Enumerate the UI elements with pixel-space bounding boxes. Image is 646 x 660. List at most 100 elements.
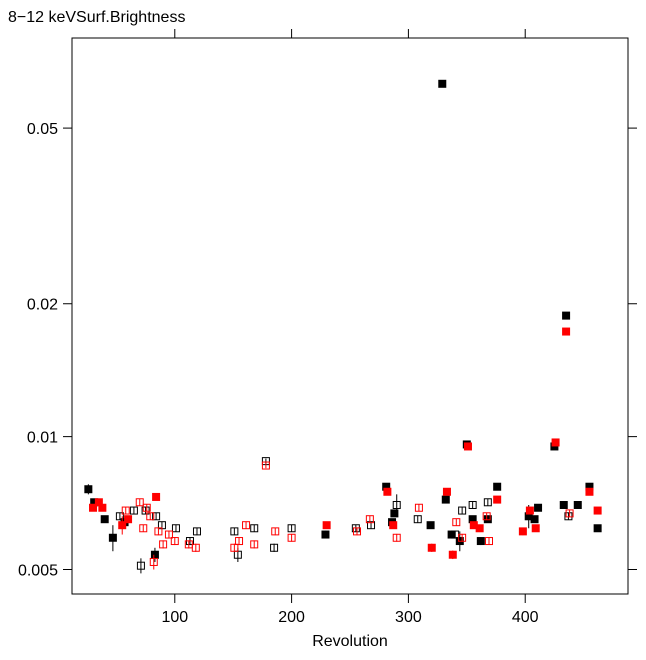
data-point xyxy=(152,492,161,501)
data-point xyxy=(518,527,527,536)
data-point xyxy=(159,540,168,549)
y-tick-label: 0.01 xyxy=(27,430,58,447)
data-point xyxy=(136,561,145,570)
data-point xyxy=(152,512,161,521)
series-black-open xyxy=(115,457,573,574)
data-point xyxy=(564,512,573,521)
x-tick-label: 300 xyxy=(395,609,422,626)
data-point xyxy=(483,515,492,524)
data-point xyxy=(124,515,133,524)
data-point xyxy=(89,503,98,512)
data-point xyxy=(250,524,259,533)
data-point xyxy=(559,500,568,509)
data-point xyxy=(534,503,543,512)
data-point xyxy=(115,512,124,521)
series-black-filled xyxy=(84,79,602,562)
data-point xyxy=(367,521,376,530)
data-point xyxy=(493,495,502,504)
data-point xyxy=(482,512,491,521)
y-axis: 0.005 0.01 0.02 0.05 xyxy=(18,121,637,579)
data-point xyxy=(485,537,493,546)
data-point xyxy=(261,461,270,470)
data-point xyxy=(108,533,117,542)
x-tick-label: 400 xyxy=(512,609,539,626)
y-tick-label: 0.02 xyxy=(27,297,58,314)
series-red-filled xyxy=(89,327,602,560)
data-point xyxy=(170,537,179,546)
data-point xyxy=(531,524,540,533)
data-point xyxy=(192,527,201,536)
data-point xyxy=(441,495,450,504)
x-tick-label: 100 xyxy=(161,609,188,626)
data-point xyxy=(463,442,472,451)
data-point xyxy=(154,527,163,536)
data-point xyxy=(442,487,451,496)
data-point xyxy=(270,543,279,552)
data-point xyxy=(468,500,477,509)
points-layer xyxy=(84,79,602,574)
data-point xyxy=(573,500,582,509)
data-point xyxy=(149,557,158,566)
data-point xyxy=(139,524,148,533)
plot-frame xyxy=(71,37,629,595)
data-point xyxy=(530,515,539,524)
data-point xyxy=(121,506,130,515)
data-point xyxy=(142,503,151,512)
data-point xyxy=(525,506,534,515)
data-point xyxy=(84,485,93,494)
data-point xyxy=(392,533,401,542)
x-axis-label: Revolution xyxy=(312,633,388,650)
data-point xyxy=(353,527,362,536)
data-point xyxy=(129,506,138,515)
data-point xyxy=(184,540,193,549)
data-point xyxy=(448,550,457,559)
data-point xyxy=(426,521,435,530)
series-red-open xyxy=(121,461,574,570)
data-point xyxy=(451,530,460,539)
data-point xyxy=(365,515,374,524)
y-tick-label: 0.005 xyxy=(18,562,58,579)
data-point xyxy=(98,503,107,512)
data-point xyxy=(235,537,244,546)
data-point xyxy=(476,537,485,546)
data-point xyxy=(493,482,502,491)
x-tick-label: 200 xyxy=(278,609,305,626)
data-point xyxy=(100,515,109,524)
data-point xyxy=(271,527,280,536)
data-point xyxy=(322,521,331,530)
data-point xyxy=(413,515,422,524)
data-point xyxy=(483,498,492,507)
data-point xyxy=(287,524,296,533)
data-point xyxy=(146,512,155,521)
data-point xyxy=(438,79,447,88)
data-point xyxy=(230,543,239,552)
data-point xyxy=(562,327,571,336)
x-axis: 100 200 300 400 xyxy=(161,29,539,626)
data-point xyxy=(233,550,242,559)
data-point xyxy=(414,503,423,512)
data-point xyxy=(171,524,180,533)
data-point xyxy=(118,521,127,530)
data-point xyxy=(141,506,150,515)
data-point xyxy=(250,540,259,549)
data-point xyxy=(390,509,399,518)
data-point xyxy=(565,509,574,518)
data-point xyxy=(135,498,144,507)
chart-title: 8−12 keVSurf.Brightness xyxy=(8,9,185,26)
data-point xyxy=(585,487,594,496)
data-point xyxy=(427,543,436,552)
data-point xyxy=(230,527,239,536)
data-point xyxy=(475,524,484,533)
data-point xyxy=(452,518,461,527)
data-point xyxy=(164,530,173,539)
data-point xyxy=(389,521,398,530)
y-tick-label: 0.05 xyxy=(27,121,58,138)
data-point xyxy=(562,311,571,320)
data-point xyxy=(191,543,200,552)
data-point xyxy=(242,521,251,530)
data-point xyxy=(551,438,560,447)
data-point xyxy=(383,487,392,496)
data-point xyxy=(150,550,159,559)
data-point xyxy=(458,533,467,542)
